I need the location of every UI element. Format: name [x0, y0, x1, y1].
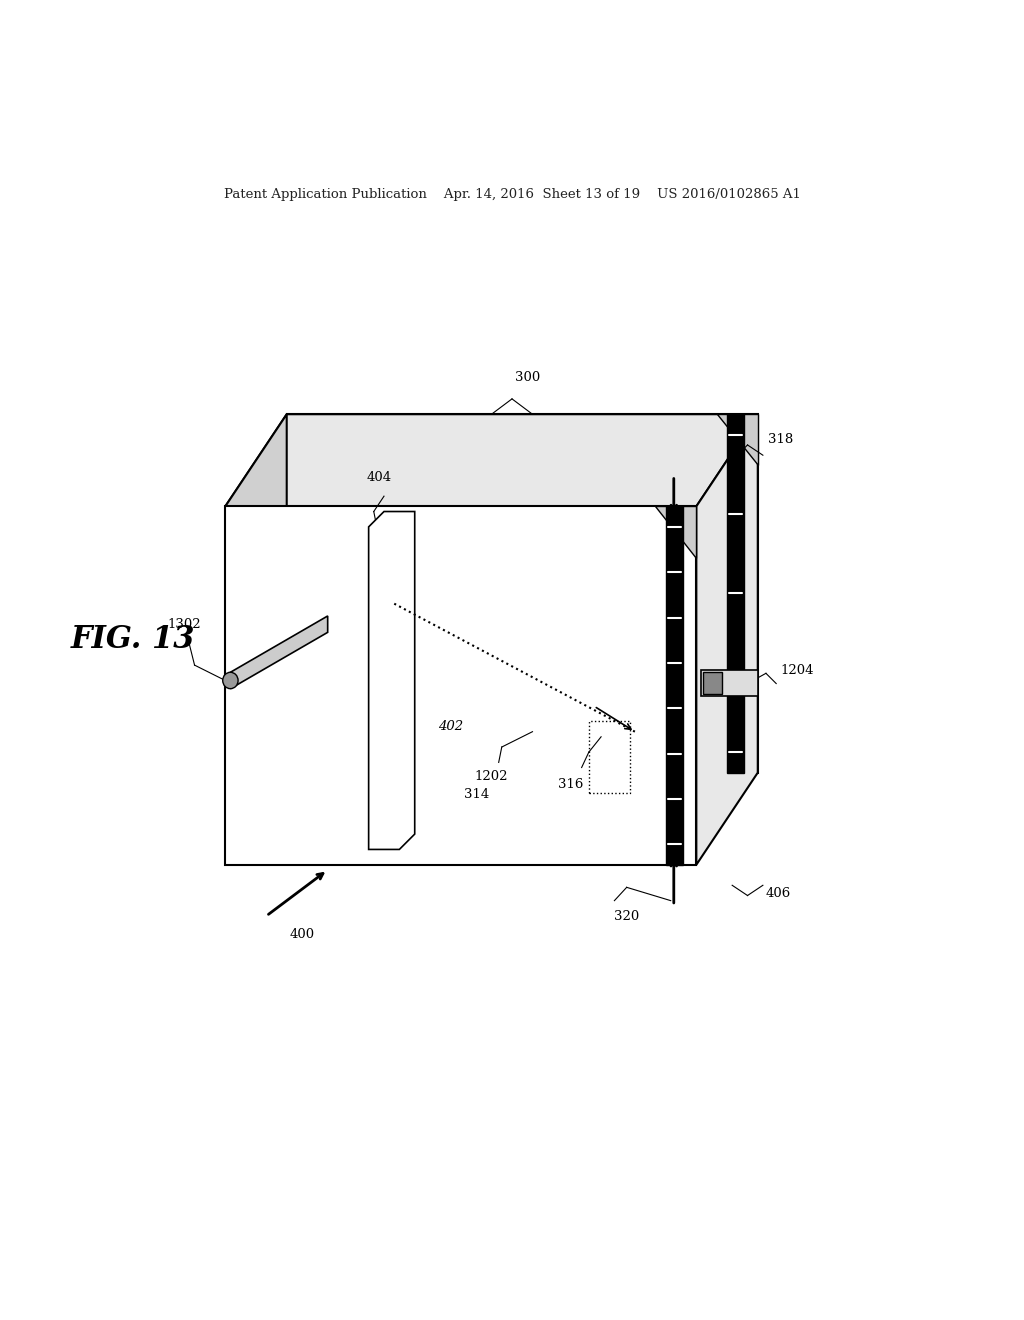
Bar [703, 672, 722, 694]
Text: 320: 320 [614, 909, 639, 923]
Text: 300: 300 [515, 371, 540, 384]
Text: 318: 318 [768, 433, 794, 446]
Text: 1302: 1302 [168, 618, 201, 631]
Ellipse shape [223, 672, 238, 689]
Polygon shape [287, 414, 758, 772]
Polygon shape [717, 414, 758, 466]
Text: 316: 316 [558, 777, 583, 791]
Polygon shape [369, 512, 415, 850]
Polygon shape [225, 507, 696, 865]
Polygon shape [225, 414, 758, 507]
Polygon shape [225, 414, 287, 865]
Text: 404: 404 [367, 471, 391, 484]
Polygon shape [696, 414, 758, 865]
Text: 1204: 1204 [780, 664, 814, 677]
Text: 402: 402 [438, 721, 463, 733]
Polygon shape [666, 507, 683, 865]
Bar [701, 671, 758, 696]
Polygon shape [230, 616, 328, 689]
Text: 400: 400 [290, 928, 314, 941]
Text: 314: 314 [464, 788, 488, 801]
Bar [589, 722, 630, 793]
Text: 406: 406 [766, 887, 792, 900]
Polygon shape [655, 507, 696, 557]
Text: 1202: 1202 [475, 770, 508, 783]
Text: FIG. 13: FIG. 13 [71, 624, 196, 655]
Text: Patent Application Publication    Apr. 14, 2016  Sheet 13 of 19    US 2016/01028: Patent Application Publication Apr. 14, … [223, 187, 801, 201]
Polygon shape [727, 414, 744, 772]
